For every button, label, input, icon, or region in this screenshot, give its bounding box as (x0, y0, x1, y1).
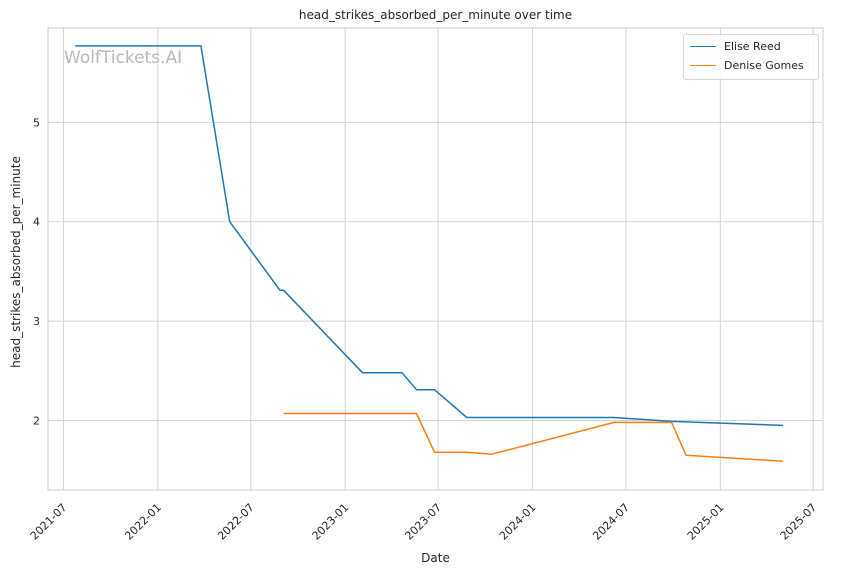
y-axis-label: head_strikes_absorbed_per_minute (9, 156, 23, 368)
x-tick-label: 2022-01 (122, 501, 164, 543)
series-lines (75, 45, 784, 462)
series-line-elise-reed (75, 45, 784, 427)
x-tick-label: 2022-07 (215, 501, 257, 543)
y-tick-labels: 2 3 4 5 (33, 116, 40, 427)
y-tick-label: 4 (33, 216, 40, 229)
legend-swatch-elise-reed (690, 45, 716, 47)
y-tick-label: 5 (33, 116, 40, 129)
x-tick-label: 2023-01 (310, 501, 352, 543)
x-axis-label: Date (421, 551, 450, 565)
plot-area (47, 27, 824, 491)
chart-title: head_strikes_absorbed_per_minute over ti… (298, 8, 573, 22)
legend-entry-denise-gomes: Denise Gomes (690, 58, 804, 72)
legend-label-elise-reed: Elise Reed (724, 39, 781, 53)
x-tick-label: 2025-07 (778, 501, 820, 543)
y-tick-label: 3 (33, 315, 40, 328)
x-tick-label: 2025-01 (685, 501, 727, 543)
legend: Elise Reed Denise Gomes (683, 34, 819, 80)
x-tick-label: 2024-07 (590, 501, 632, 543)
legend-entry-elise-reed: Elise Reed (690, 39, 781, 53)
grid (48, 28, 823, 490)
x-tick-labels: 2021-07 2022-01 2022-07 2023-01 2023-07 2024-… (28, 501, 820, 543)
x-tick-label: 2021-07 (28, 501, 70, 543)
legend-swatch-denise-gomes (690, 64, 716, 66)
x-tick-label: 2023-07 (402, 501, 444, 543)
watermark: WolfTickets.AI (64, 48, 183, 68)
y-tick-label: 2 (33, 414, 40, 427)
series-line-denise-gomes (283, 412, 784, 462)
legend-label-denise-gomes: Denise Gomes (724, 58, 804, 72)
x-tick-label: 2024-01 (497, 501, 539, 543)
